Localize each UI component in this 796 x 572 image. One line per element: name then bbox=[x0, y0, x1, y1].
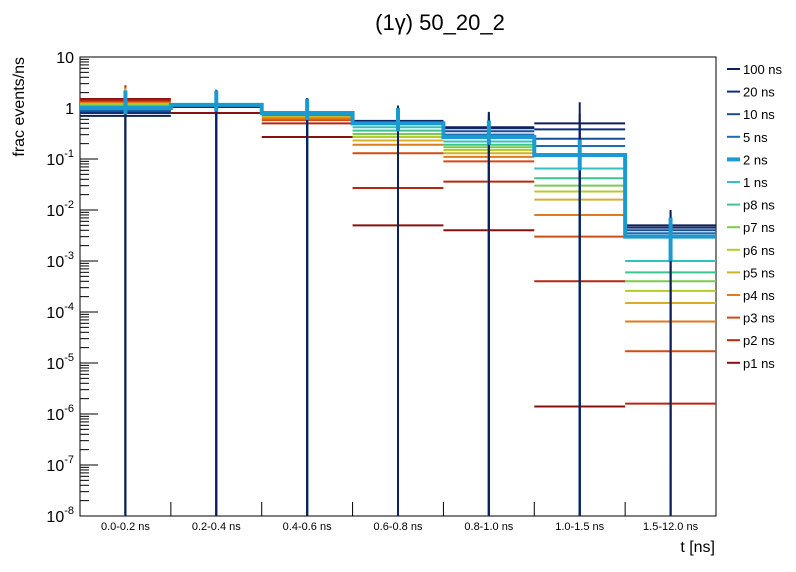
legend-label: p6 ns bbox=[743, 243, 775, 258]
y-tick-label: 10-7 bbox=[46, 454, 74, 475]
legend-label: p1 ns bbox=[743, 356, 775, 371]
legend-label: p3 ns bbox=[743, 311, 775, 326]
legend-entry: 5 ns bbox=[727, 130, 768, 145]
series-layer bbox=[80, 85, 716, 516]
legend-entry: p2 ns bbox=[727, 333, 775, 348]
legend-label: p8 ns bbox=[743, 198, 775, 213]
series-100-ns bbox=[80, 91, 716, 516]
y-tick-label: 10-6 bbox=[46, 403, 74, 424]
x-axis-label: t [ns] bbox=[680, 539, 715, 556]
y-tick-label: 10-5 bbox=[46, 352, 74, 373]
legend-entry: 10 ns bbox=[727, 107, 775, 122]
legend-entry: p8 ns bbox=[727, 198, 775, 213]
x-tick-label: 0.6-0.8 ns bbox=[374, 521, 423, 533]
legend-label: 5 ns bbox=[743, 130, 768, 145]
x-tick-label: 0.8-1.0 ns bbox=[464, 521, 513, 533]
legend-entry: p3 ns bbox=[727, 311, 775, 326]
series-2-ns bbox=[80, 90, 716, 261]
legend-label: 2 ns bbox=[743, 152, 768, 167]
legend-label: p5 ns bbox=[743, 265, 775, 280]
legend-entry: p5 ns bbox=[727, 265, 775, 280]
y-axis-label: frac events/ns bbox=[11, 57, 28, 157]
chart-title: (1γ) 50_20_2 bbox=[375, 10, 505, 35]
y-tick-label: 10-4 bbox=[46, 301, 74, 322]
legend-entry: p6 ns bbox=[727, 243, 775, 258]
legend-label: 20 ns bbox=[743, 85, 775, 100]
legend-label: p4 ns bbox=[743, 288, 775, 303]
x-tick-label: 0.4-0.6 ns bbox=[283, 521, 332, 533]
y-axis-ticks: 10-8 10-7 10-6 10-5 10-4 10-3 10-2 10-1 1 10 bbox=[46, 50, 98, 526]
legend-label: 1 ns bbox=[743, 175, 768, 190]
legend-label: p7 ns bbox=[743, 220, 775, 235]
legend-entry: p4 ns bbox=[727, 288, 775, 303]
x-tick-label: 0.2-0.4 ns bbox=[192, 521, 241, 533]
legend-label: p2 ns bbox=[743, 333, 775, 348]
x-tick-label: 1.5-12.0 ns bbox=[643, 521, 699, 533]
y-tick-label: 10-3 bbox=[46, 250, 74, 271]
y-tick-label: 10-2 bbox=[46, 199, 74, 220]
legend-label: 10 ns bbox=[743, 107, 775, 122]
legend-label: 100 ns bbox=[743, 62, 783, 77]
legend-entry: 20 ns bbox=[727, 85, 775, 100]
legend-entry: 1 ns bbox=[727, 175, 768, 190]
x-axis-ticks: 0.0-0.2 ns 0.2-0.4 ns 0.4-0.6 ns 0.6-0.8 ns… bbox=[79, 502, 717, 533]
x-tick-label: 1.0-1.5 ns bbox=[555, 521, 604, 533]
legend-entry: p1 ns bbox=[727, 356, 775, 371]
y-tick-label: 10-1 bbox=[46, 148, 74, 169]
legend-entry: 100 ns bbox=[727, 62, 783, 77]
y-tick-label: 10 bbox=[56, 50, 74, 67]
legend: 100 ns 20 ns 10 ns 5 ns 2 ns 1 ns p8 ns p7 ns p6… bbox=[727, 62, 783, 371]
legend-entry: p7 ns bbox=[727, 220, 775, 235]
y-tick-label: 10-8 bbox=[46, 505, 74, 526]
legend-entry: 2 ns bbox=[727, 152, 768, 167]
y-tick-label: 1 bbox=[65, 101, 74, 118]
x-tick-label: 0.0-0.2 ns bbox=[101, 521, 150, 533]
